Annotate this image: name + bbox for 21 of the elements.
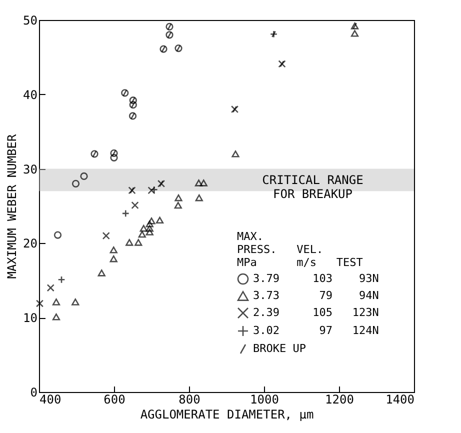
x-tick-label: 600 (104, 392, 126, 406)
legend-title: MAX. PRESS. VEL. MPa m/s TEST (237, 230, 364, 269)
x-tick-label: 400 (40, 392, 62, 406)
x-tick-label: 1200 (325, 392, 354, 406)
y-tick-label: 10 (23, 311, 38, 326)
legend-label: 2.39 105 123N (253, 306, 379, 319)
legend-label: 3.02 97 124N (253, 324, 379, 337)
y-tick-label: 0 (30, 386, 38, 400)
y-tick-label: 20 (23, 236, 38, 251)
y-axis-title: MAXIMUM WEBER NUMBER (5, 133, 20, 279)
legend-label: 3.79 103 93N (253, 272, 379, 285)
legend-label: BROKE UP (253, 342, 306, 355)
y-tick-label: 40 (23, 88, 38, 102)
x-tick-label: 1400 (386, 392, 414, 406)
x-axis-title: AGGLOMERATE DIAMETER, µm (140, 408, 314, 422)
y-tick-label: 50 (23, 14, 38, 28)
band-label: CRITICAL RANGE FOR BREAKUP (262, 172, 364, 201)
x-tick-label: 800 (178, 392, 200, 406)
x-tick-label: 1000 (250, 392, 279, 406)
y-tick-label: 30 (23, 162, 38, 176)
legend-label: 3.73 79 94N (253, 289, 379, 302)
